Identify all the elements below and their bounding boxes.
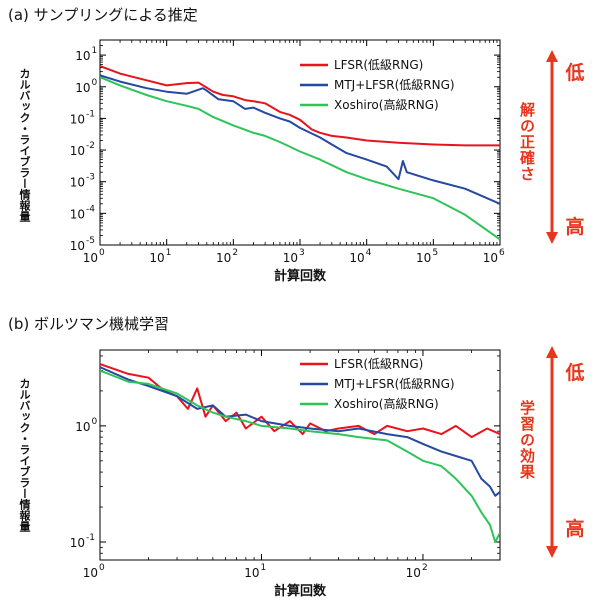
x-tick-label: 10 0: [83, 563, 105, 580]
x-tick-label: 10 3: [283, 248, 305, 265]
y-tick-label: 10 -1: [70, 533, 95, 550]
legend: LFSR(低級RNG) MTJ+LFSR(低級RNG) Xoshiro(高級RNG): [300, 357, 455, 411]
x-tick-exp: 1: [260, 563, 266, 573]
x-tick-base: 10: [349, 251, 364, 265]
x-tick-base: 10: [149, 251, 164, 265]
series-line-2: [100, 76, 500, 241]
panel-a-low-label: 低: [565, 62, 585, 84]
y-tick-label: 10 -4: [70, 204, 96, 221]
y-tick-label: 10 -3: [70, 173, 95, 190]
panel-b-low-label: 低: [565, 362, 585, 384]
chart-b-ylabel: カルバック・ライブラー情報量: [18, 378, 31, 532]
chart-a: 10 0 10 1 10 2 10 3 10 4 10 5 10 610 110 010 -110 -210 -31…: [70, 39, 505, 284]
y-tick-exp: -4: [86, 204, 95, 214]
minor-ticks: [100, 350, 500, 560]
x-tick-label: 10 2: [406, 563, 428, 580]
x-tick-label: 10 1: [244, 563, 266, 580]
x-tick-base: 10: [244, 566, 259, 580]
y-tick-label: 10 -1: [70, 109, 95, 126]
series-line-1: [100, 74, 500, 205]
chart-xlabel: 計算回数: [274, 583, 327, 599]
y-tick-base: 10: [70, 176, 85, 190]
x-tick-exp: 4: [366, 248, 372, 258]
x-tick-base: 10: [83, 251, 98, 265]
y-tick-base: 10: [70, 536, 85, 550]
series-line-0: [100, 65, 500, 147]
y-tick-exp: -3: [86, 173, 95, 183]
x-tick-exp: 2: [422, 563, 428, 573]
panel-a-side-label: 解の正確さ: [518, 102, 536, 182]
series-line-1: [100, 366, 500, 497]
x-tick-exp: 0: [99, 563, 105, 573]
legend: LFSR(低級RNG) MTJ+LFSR(低級RNG) Xoshiro(高級RNG): [300, 58, 455, 112]
y-tick-exp: -2: [86, 141, 95, 151]
x-tick-base: 10: [283, 251, 298, 265]
y-tick-label: 10 0: [75, 417, 97, 434]
x-tick-exp: 2: [232, 248, 238, 258]
x-tick-exp: 5: [432, 248, 438, 258]
y-tick-base: 10: [70, 144, 85, 158]
chart-xlabel: 計算回数: [274, 268, 327, 284]
panel-a-high-label: 高: [565, 216, 585, 238]
series-line-0: [100, 363, 500, 439]
y-tick-exp: -1: [86, 533, 95, 543]
legend-entry-0: LFSR(低級RNG): [334, 357, 423, 371]
x-tick-base: 10: [416, 251, 431, 265]
series-line-2: [100, 369, 500, 543]
panel-b-title: (b) ボルツマン機械学習: [8, 315, 169, 333]
y-tick-base: 10: [75, 81, 90, 95]
y-tick-exp: 1: [92, 46, 98, 56]
y-tick-label: 10 -2: [70, 141, 95, 158]
x-tick-exp: 6: [499, 248, 505, 258]
arrow-a: [546, 50, 558, 244]
x-tick-exp: 3: [299, 248, 305, 258]
x-tick-exp: 1: [166, 248, 172, 258]
plot-frame: [99, 349, 501, 561]
y-tick-exp: 0: [92, 417, 98, 427]
x-tick-label: 10 1: [149, 248, 171, 265]
legend-entry-2: Xoshiro(高級RNG): [334, 396, 439, 411]
y-tick-base: 10: [70, 239, 85, 253]
y-tick-label: 10 1: [75, 46, 97, 63]
panel-b-side-label: 学習の効果: [518, 400, 536, 480]
chart-b-ylabel-box: カルバック・ライブラー情報量: [14, 350, 34, 560]
arrow-b: [546, 346, 558, 558]
x-tick-label: 10 2: [216, 248, 238, 265]
legend-entry-2: Xoshiro(高級RNG): [334, 97, 439, 112]
y-tick-base: 10: [75, 49, 90, 63]
x-tick-base: 10: [83, 566, 98, 580]
y-tick-label: 10 0: [75, 78, 97, 95]
legend-entry-1: MTJ+LFSR(低級RNG): [334, 377, 455, 391]
x-tick-base: 10: [406, 566, 421, 580]
x-tick-label: 10 5: [416, 248, 438, 265]
x-tick-label: 10 4: [349, 248, 371, 265]
x-tick-label: 10 0: [83, 248, 105, 265]
panel-b-high-label: 高: [565, 518, 585, 540]
y-tick-label: 10 -5: [70, 236, 95, 253]
chart-a-ylabel-box: カルバック・ライブラー情報量: [14, 40, 34, 250]
x-tick-label: 10 6: [483, 248, 505, 265]
y-tick-base: 10: [75, 420, 90, 434]
legend-entry-0: LFSR(低級RNG): [334, 58, 423, 72]
x-tick-base: 10: [483, 251, 498, 265]
panel-a-title: (a) サンプリングによる推定: [8, 6, 198, 24]
legend-entry-1: MTJ+LFSR(低級RNG): [334, 78, 455, 92]
minor-ticks: [100, 40, 500, 245]
y-tick-exp: 0: [92, 78, 98, 88]
y-tick-base: 10: [70, 112, 85, 126]
x-tick-base: 10: [216, 251, 231, 265]
chart-a-ylabel: カルバック・ライブラー情報量: [18, 68, 31, 222]
y-tick-exp: -5: [86, 236, 95, 246]
y-tick-exp: -1: [86, 109, 95, 119]
x-tick-exp: 0: [99, 248, 105, 258]
y-tick-base: 10: [70, 207, 85, 221]
